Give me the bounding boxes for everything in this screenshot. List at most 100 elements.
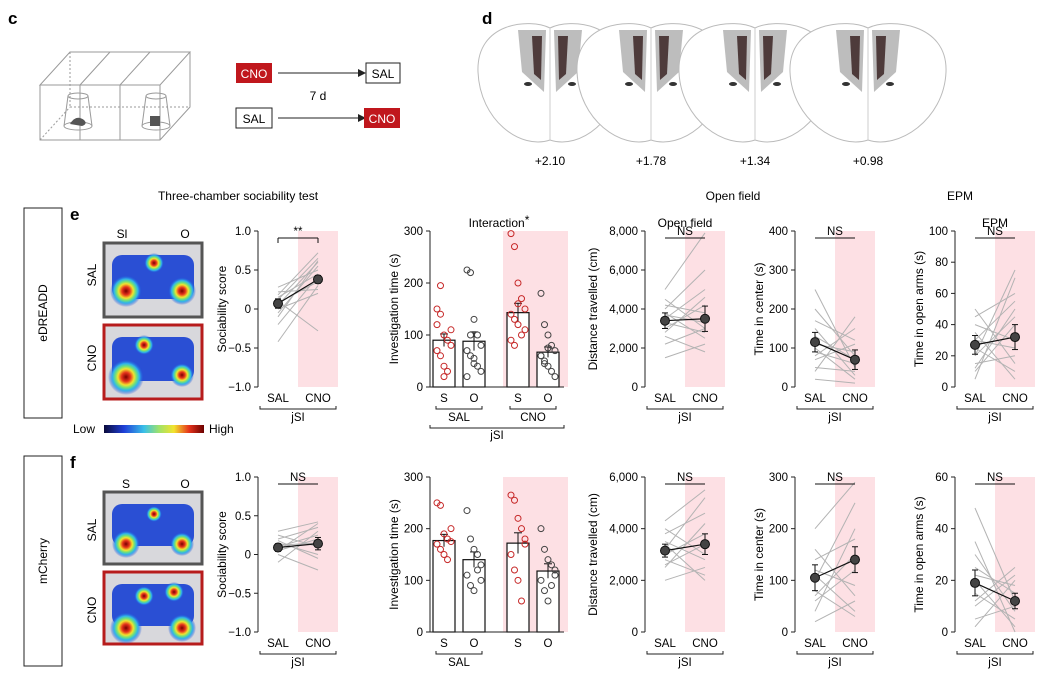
data-point [518,597,525,605]
mean-line [974,336,1016,346]
data-point [541,321,548,329]
individual-line [974,316,1016,357]
individual-line [277,252,319,296]
data-point [521,535,529,543]
bar [432,539,456,633]
data-point [541,587,548,595]
individual-line [664,523,706,568]
data-point [470,315,478,323]
cno-box [364,108,400,128]
individual-line [277,542,319,546]
individual-line [277,289,319,293]
mean-point [313,538,323,549]
section-coordinate: +2.10 [535,154,566,168]
three-chamber-header: Three-chamber sociability test [158,189,319,203]
individual-line [814,351,856,365]
individual-line [664,566,706,581]
heatmap-hotspot [134,586,154,606]
data-point [433,540,441,548]
mean-point [273,298,283,309]
significance-label: NS [987,472,1003,484]
x-tick-label: SAL [964,393,986,405]
panel-letter-e: e [70,205,79,224]
data-point [474,331,481,339]
cno-label: CNO [369,112,396,126]
data-point [514,321,522,329]
mean-point [660,545,670,556]
y-tick-label: 1.0 [235,226,251,238]
chart-f-5: 1.0 0.5 0 −0.5 −1.0 Sociability score SAL CNOjS… [215,472,338,669]
ventricle [568,82,576,86]
y-tick-label: 0.5 [235,265,251,277]
chart-e-3: 400 300 200 100 0 Time in center (s) SAL CNOjSI… [752,226,875,424]
individual-line [664,312,706,339]
x-tick-label: CNO [305,393,331,405]
individual-line [664,543,706,566]
individual-line [814,569,856,602]
data-point [511,341,518,349]
x-tick-label: O [470,393,479,405]
y-tick-label: 2,000 [609,343,638,355]
y-axis-label: Time in open arms (s) [912,251,926,367]
x-tick-label: SAL [964,638,986,650]
x-group-bracket [259,651,337,655]
individual-line [277,538,319,552]
x-group-bracket [435,651,483,655]
y-tick-label: 100 [929,226,948,238]
individual-line [277,300,319,332]
y-tick-label: −1.0 [228,627,251,639]
data-point [514,514,522,522]
y-tick-label: 0 [245,550,251,562]
data-point [511,566,518,574]
mean-line [277,543,319,549]
individual-line [814,502,856,581]
data-point [544,556,552,564]
heatmap-hotspot [146,506,162,522]
individual-line [814,554,856,597]
y-tick-label: 0 [782,627,788,639]
individual-line [974,300,1016,341]
x-tick-label: O [544,638,553,650]
injection-core-right [659,36,669,80]
ventricle [886,82,894,86]
y-tick-label: −1.0 [228,382,251,394]
y-tick-label: 20 [935,351,948,363]
individual-line [814,328,856,357]
individual-line [664,314,706,324]
y-tick-label: 300 [769,265,788,277]
y-tick-label: 300 [404,226,423,238]
individual-line [277,260,319,318]
data-point [507,230,515,238]
individual-line [974,567,1016,602]
y-tick-label: 4,000 [609,524,638,536]
chart-e-2: 8,000 6,000 4,000 2,000 0 Distance travelled … [586,216,725,424]
group-label: mCherry [36,538,50,584]
data-point [470,354,478,362]
data-point [440,373,448,381]
significance-label: NS [677,472,693,484]
individual-line [664,543,706,581]
injection-core-right [558,36,568,80]
data-point [470,587,478,595]
ventricle [729,82,737,86]
significance-label: NS [987,226,1003,238]
data-point [521,540,529,548]
x-tick-label: SAL [654,638,676,650]
individual-line [974,580,1016,628]
data-point [440,551,448,558]
individual-line [974,292,1016,318]
y-tick-label: 40 [935,524,948,536]
data-point [463,373,471,381]
data-point [440,530,448,538]
y-tick-label: 100 [404,330,423,342]
mean-line [814,341,856,361]
data-point [537,525,545,533]
section-coordinate: +1.34 [740,154,771,168]
individual-line [664,343,706,359]
mean-point [850,554,860,565]
heatmap-row-label: SAL [85,518,99,541]
x-group-bracket [509,406,557,410]
sal-box [235,107,273,129]
chart-title: Open field [658,216,713,230]
